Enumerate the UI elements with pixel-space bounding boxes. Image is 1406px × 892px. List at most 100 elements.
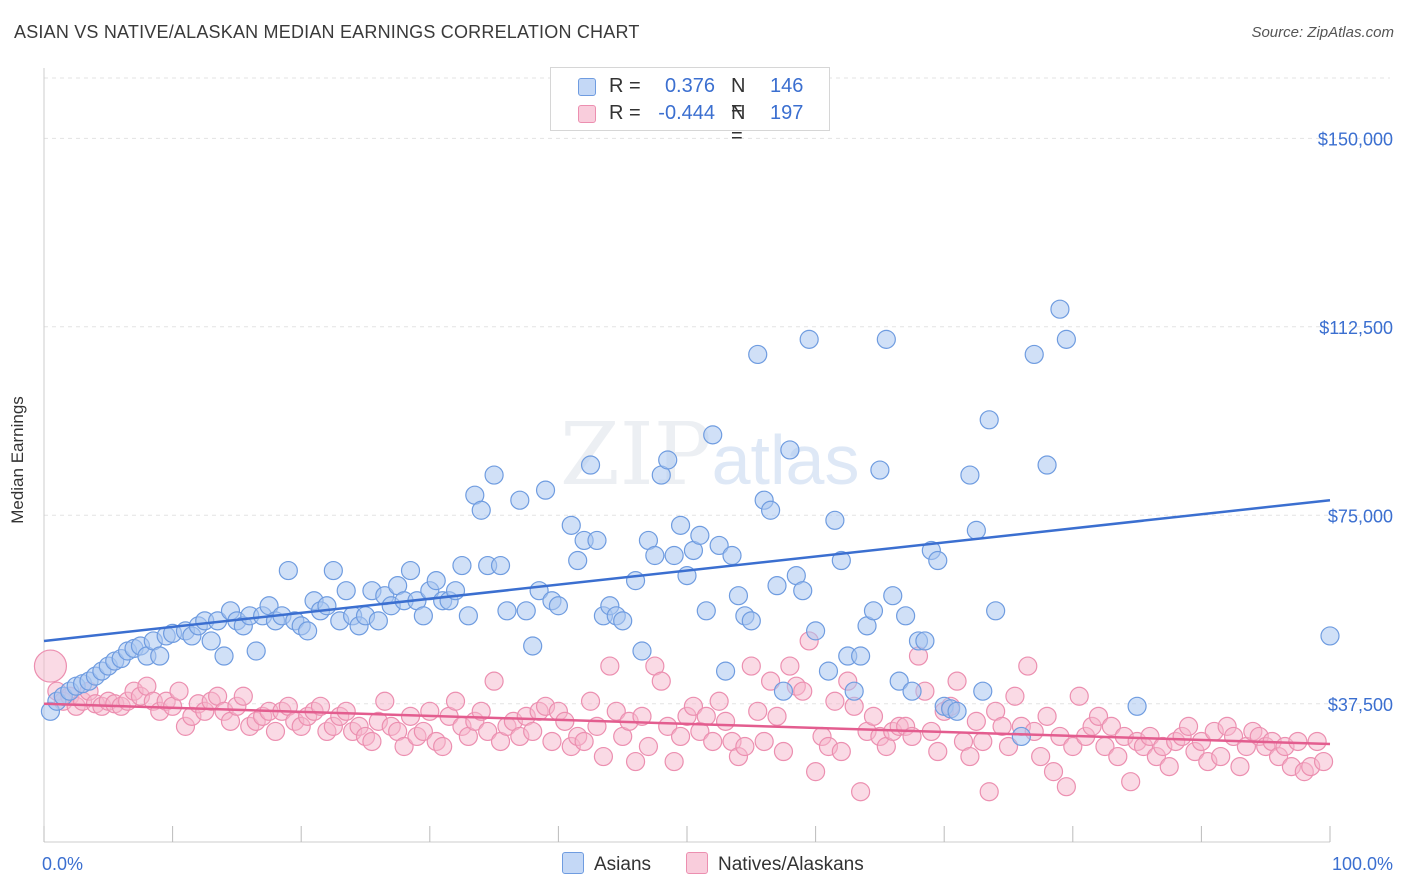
native-point <box>947 671 967 691</box>
asian-point <box>670 515 691 535</box>
native-point <box>1313 751 1334 772</box>
asian-point <box>973 681 993 701</box>
asian-point <box>664 545 684 566</box>
asian-point <box>703 425 723 445</box>
asian-point <box>979 410 999 430</box>
native-point <box>413 721 433 742</box>
native-point <box>979 782 999 802</box>
native-point <box>625 751 646 772</box>
native-point <box>600 656 620 676</box>
asian-point <box>368 611 388 631</box>
native-point <box>664 751 684 772</box>
native-point <box>336 701 356 721</box>
asian-point <box>1050 299 1070 319</box>
native-point <box>580 691 601 711</box>
native-point <box>760 671 781 691</box>
asian-point <box>510 490 530 510</box>
asian-point <box>400 560 421 581</box>
asian-point <box>851 646 871 666</box>
asian-point <box>805 621 826 641</box>
native-point <box>703 731 723 752</box>
native-point <box>825 691 845 711</box>
native-point <box>471 701 491 721</box>
native-point <box>1018 656 1038 676</box>
asian-point <box>883 586 903 606</box>
natives-legend-label: Natives/Alaskans <box>718 854 864 875</box>
native-point <box>1056 777 1076 797</box>
r-label: R = <box>609 75 641 97</box>
native-point <box>773 741 794 762</box>
n-value: 146 <box>770 75 804 97</box>
asian-point <box>825 510 845 530</box>
asian-point <box>452 555 472 576</box>
asian-point <box>863 601 884 621</box>
asian-point <box>632 641 652 661</box>
native-point <box>715 711 736 731</box>
asian-point <box>471 500 491 520</box>
asian-point <box>902 681 922 701</box>
asian-point <box>561 515 581 535</box>
native-point <box>1288 731 1308 752</box>
asian-point <box>490 555 511 576</box>
native-point <box>670 726 691 747</box>
native-point <box>1108 746 1128 767</box>
asian-point <box>986 601 1006 621</box>
asian-point <box>548 596 569 616</box>
native-point <box>1178 716 1199 736</box>
asian-point <box>535 480 556 500</box>
native-point <box>709 691 729 711</box>
asian-point <box>741 611 761 631</box>
native-point <box>1037 706 1057 726</box>
r-value: -0.444 <box>658 102 715 124</box>
legend-item-natives: Natives/Alaskans <box>686 852 864 876</box>
asian-point <box>317 596 337 616</box>
native-point <box>1140 726 1160 747</box>
asian-point <box>645 545 665 566</box>
asian-point <box>484 465 504 485</box>
natives-swatch <box>578 105 596 123</box>
asians-legend-label: Asians <box>594 854 652 875</box>
asian-point <box>947 701 967 721</box>
native-point <box>793 681 813 701</box>
asian-point <box>587 530 607 551</box>
native-point <box>433 736 453 757</box>
asian-point <box>889 671 909 691</box>
y-tick-label: $75,000 <box>1328 506 1393 526</box>
native-point <box>394 736 414 757</box>
native-point <box>992 716 1012 736</box>
native-point <box>478 721 498 742</box>
native-point <box>1159 757 1179 777</box>
native-point <box>735 736 755 757</box>
native-point <box>574 731 594 752</box>
asian-point <box>516 601 536 621</box>
native-point <box>542 731 562 752</box>
native-point <box>683 696 704 716</box>
natives-trend-line <box>43 702 1331 746</box>
asian-point <box>748 344 768 365</box>
native-point <box>805 762 826 782</box>
stats-legend: R = 0.376 N = 146 R = -0.444 N = 197 <box>550 67 830 147</box>
asian-point <box>580 455 601 475</box>
native-point <box>960 746 980 767</box>
native-point <box>851 782 871 802</box>
asian-point <box>831 550 851 571</box>
native-point <box>33 649 68 683</box>
native-point <box>375 691 395 711</box>
native-point <box>863 706 884 726</box>
asian-point <box>658 450 678 470</box>
asians-trend-line <box>43 498 1331 643</box>
native-point <box>780 656 800 676</box>
native-point <box>748 701 768 721</box>
native-point <box>362 731 382 752</box>
x-tick-label-max: 100.0% <box>1332 854 1393 874</box>
native-point <box>928 741 948 762</box>
asian-point <box>780 440 800 460</box>
asian-point <box>214 646 234 666</box>
asian-point <box>246 641 266 661</box>
watermark-atlas: atlas <box>711 421 860 499</box>
asian-point <box>760 500 781 520</box>
legend-item-asians: Asians <box>562 852 651 876</box>
asian-point <box>960 465 980 485</box>
asian-point <box>870 460 890 480</box>
asian-point <box>896 606 916 626</box>
